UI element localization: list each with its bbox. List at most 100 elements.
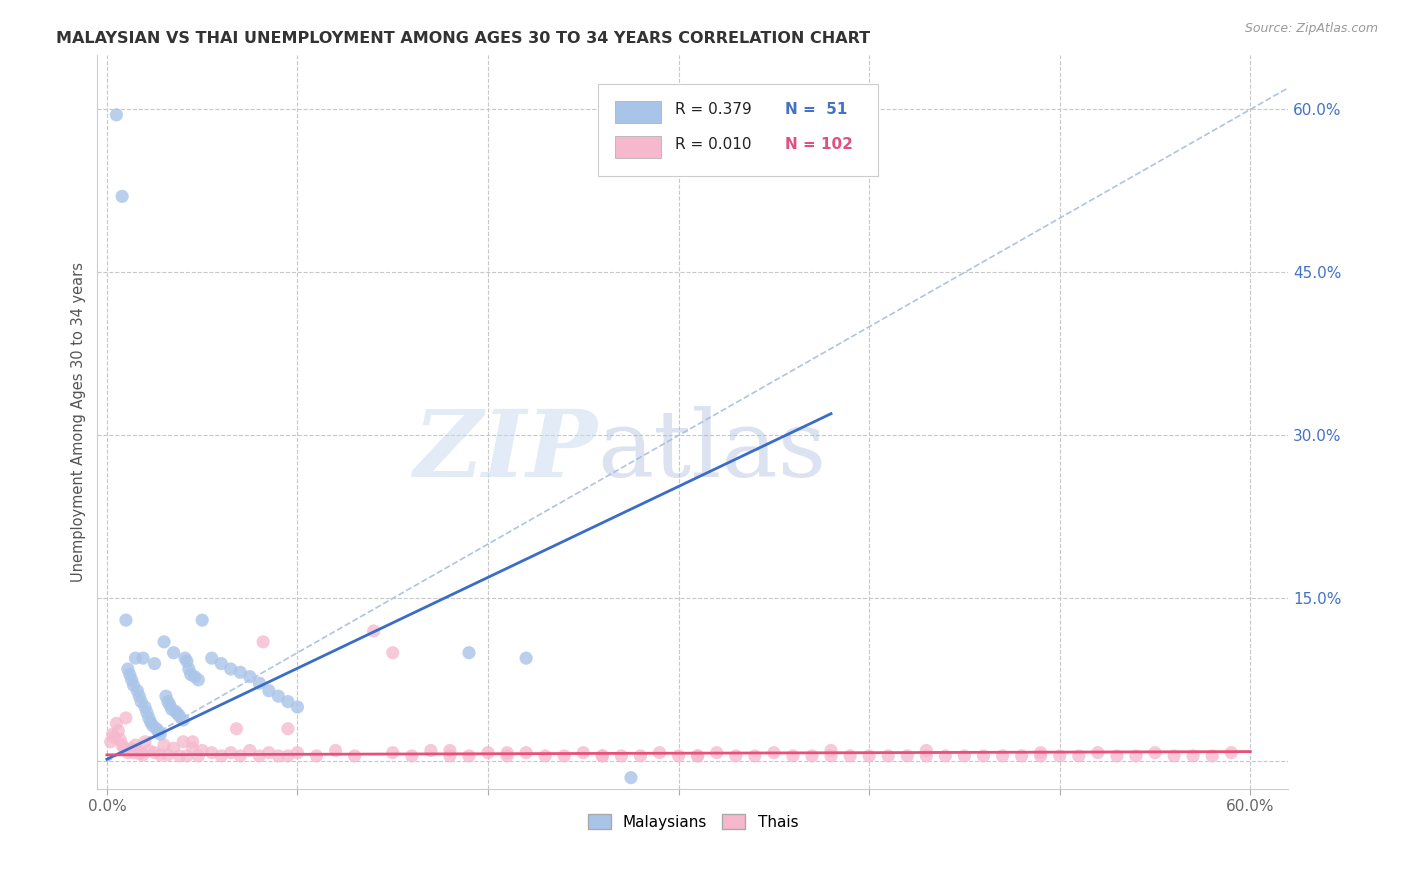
Point <box>1163 748 1185 763</box>
FancyBboxPatch shape <box>598 85 877 176</box>
Text: atlas: atlas <box>598 406 827 496</box>
Point <box>105 716 128 731</box>
Point <box>706 746 728 760</box>
Point <box>145 722 167 736</box>
Point <box>686 748 709 763</box>
Point <box>169 748 191 763</box>
Point <box>553 748 575 763</box>
Point <box>143 657 166 671</box>
Point <box>181 735 204 749</box>
Point <box>1011 748 1033 763</box>
Point <box>325 743 347 757</box>
Point <box>129 695 152 709</box>
Point <box>610 748 633 763</box>
Point <box>458 646 481 660</box>
Point <box>128 747 150 761</box>
Point <box>496 746 519 760</box>
Point <box>183 670 205 684</box>
Point <box>149 727 172 741</box>
Point <box>219 662 242 676</box>
Point <box>162 741 184 756</box>
Text: MALAYSIAN VS THAI UNEMPLOYMENT AMONG AGES 30 TO 34 YEARS CORRELATION CHART: MALAYSIAN VS THAI UNEMPLOYMENT AMONG AGE… <box>56 31 870 46</box>
Point <box>287 700 309 714</box>
Point <box>239 743 262 757</box>
Point <box>159 698 181 712</box>
Point <box>209 657 232 671</box>
Text: R = 0.379: R = 0.379 <box>675 102 752 117</box>
Y-axis label: Unemployment Among Ages 30 to 34 years: Unemployment Among Ages 30 to 34 years <box>72 262 86 582</box>
Point <box>458 748 481 763</box>
Point <box>257 683 280 698</box>
Point <box>820 748 842 763</box>
Point <box>724 748 747 763</box>
Point <box>839 748 862 763</box>
Point <box>112 741 135 756</box>
Point <box>219 746 242 760</box>
Point <box>124 738 146 752</box>
Point <box>177 662 200 676</box>
Point <box>252 635 274 649</box>
Point <box>630 748 652 763</box>
Point <box>127 743 149 757</box>
Point <box>124 651 146 665</box>
Legend: Malaysians, Thais: Malaysians, Thais <box>582 807 804 836</box>
Point <box>169 708 191 723</box>
Point <box>381 646 404 660</box>
Point <box>121 673 143 687</box>
Point <box>111 189 134 203</box>
Point <box>160 702 183 716</box>
Point <box>591 748 613 763</box>
Text: ZIP: ZIP <box>413 406 598 496</box>
Point <box>110 732 132 747</box>
Point <box>149 747 172 762</box>
Point <box>572 746 595 760</box>
FancyBboxPatch shape <box>616 136 661 158</box>
Point <box>973 748 995 763</box>
Point <box>801 748 824 763</box>
Point <box>142 718 165 732</box>
Point <box>239 670 262 684</box>
Point <box>122 678 145 692</box>
Point <box>153 635 176 649</box>
Point <box>162 646 184 660</box>
Point <box>135 706 157 720</box>
Point <box>591 748 613 763</box>
Point <box>915 743 938 757</box>
Point <box>668 748 690 763</box>
Point <box>132 747 155 762</box>
Point <box>277 722 299 736</box>
Point <box>187 673 209 687</box>
Point <box>620 771 643 785</box>
Point <box>515 651 537 665</box>
Point <box>176 748 198 763</box>
Point <box>744 748 766 763</box>
Point <box>134 700 156 714</box>
Point <box>229 665 252 680</box>
Point <box>1220 746 1243 760</box>
Point <box>111 738 134 752</box>
Point <box>934 748 956 763</box>
Point <box>181 741 204 756</box>
Point <box>118 743 141 757</box>
Point <box>1143 746 1166 760</box>
Point <box>166 706 188 721</box>
Point <box>820 743 842 757</box>
Point <box>1087 746 1109 760</box>
Point <box>401 748 423 763</box>
Point <box>515 746 537 760</box>
Point <box>257 746 280 760</box>
Point <box>896 748 918 763</box>
Point <box>176 654 198 668</box>
Point <box>953 748 976 763</box>
Point <box>267 689 290 703</box>
Point <box>648 746 671 760</box>
Point <box>187 748 209 763</box>
Point <box>209 748 232 763</box>
Point <box>101 727 124 741</box>
Point <box>762 746 785 760</box>
Point <box>191 613 214 627</box>
Text: R = 0.010: R = 0.010 <box>675 137 752 153</box>
Point <box>134 735 156 749</box>
Point <box>1201 748 1223 763</box>
Point <box>477 746 499 760</box>
